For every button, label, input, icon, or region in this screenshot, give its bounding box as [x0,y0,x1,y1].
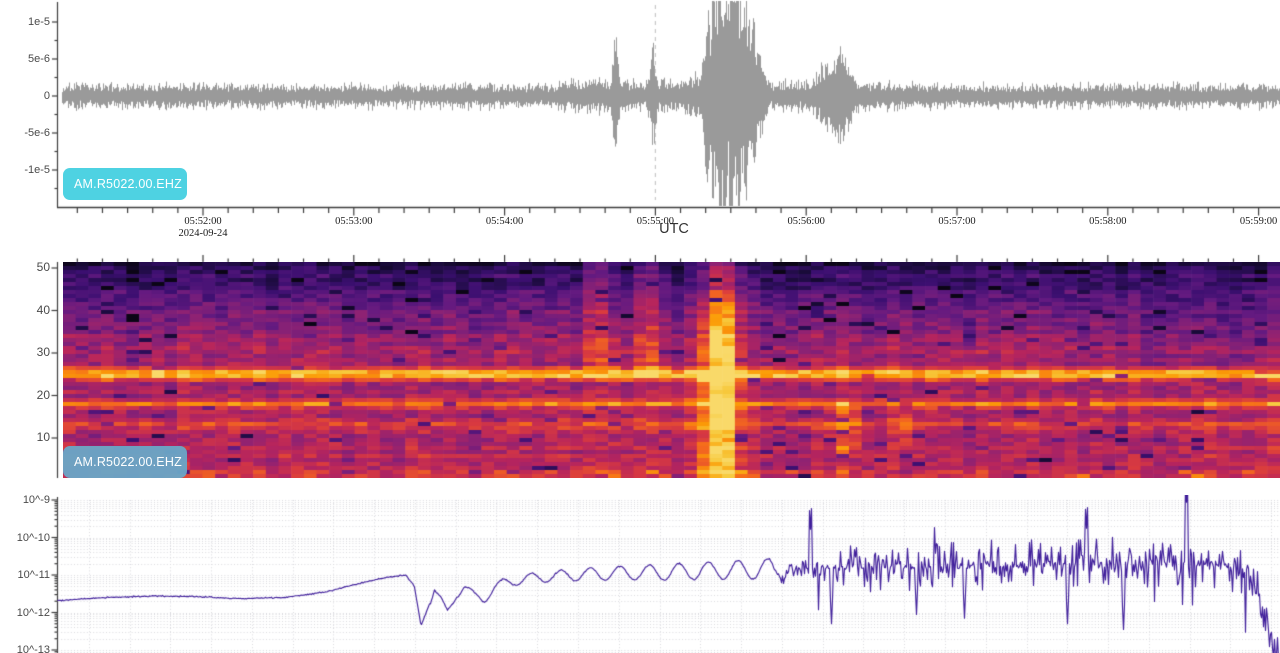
psd-y-tick-label: 10^-13 [16,644,50,653]
time-tick-label: 05:56:00 [787,216,825,227]
waveform-y-tick-label: 1e-5 [27,16,50,28]
waveform-y-tick-label: -5e-6 [24,127,50,139]
time-tick-label: 05:55:00 [636,216,675,227]
spectrogram-y-tick-label: 30 [36,345,50,359]
psd-y-tick-label: 10^-12 [16,606,50,619]
spectrogram-y-tick-label: 40 [36,302,50,317]
psd-y-tick-label: 10^-10 [16,531,50,544]
time-tick-label: 05:59:00 [1239,216,1278,227]
psd-y-tick-label: 10^-9 [22,494,50,506]
waveform-y-tick-label: 0 [43,90,50,102]
date-label: 2024-09-24 [178,228,228,239]
time-tick-label: 05:52:00 [184,216,222,227]
spectrogram-y-tick-label: 10 [36,430,50,444]
time-tick-label: 05:53:00 [335,216,373,227]
waveform-y-tick-label: 5e-6 [27,53,50,65]
spectrogram-y-tick-label: 20 [36,387,50,402]
time-tick-label: 05:57:00 [938,216,976,227]
spectrogram-y-tick-label: 50 [36,260,50,274]
spectrogram-plot[interactable] [63,262,1280,478]
station-label-chip[interactable]: AM.R5022.00.EHZ [63,446,187,478]
station-label-chip[interactable]: AM.R5022.00.EHZ [63,168,187,200]
timezone-label: UTC [659,221,689,237]
time-tick-label: 05:58:00 [1089,216,1127,227]
spectrum-plot[interactable] [57,495,1280,653]
waveform-y-tick-label: -1e-5 [24,164,50,176]
time-tick-label: 05:54:00 [485,216,524,227]
waveform-trace-plot[interactable] [57,0,1280,207]
psd-y-tick-label: 10^-11 [17,569,50,581]
